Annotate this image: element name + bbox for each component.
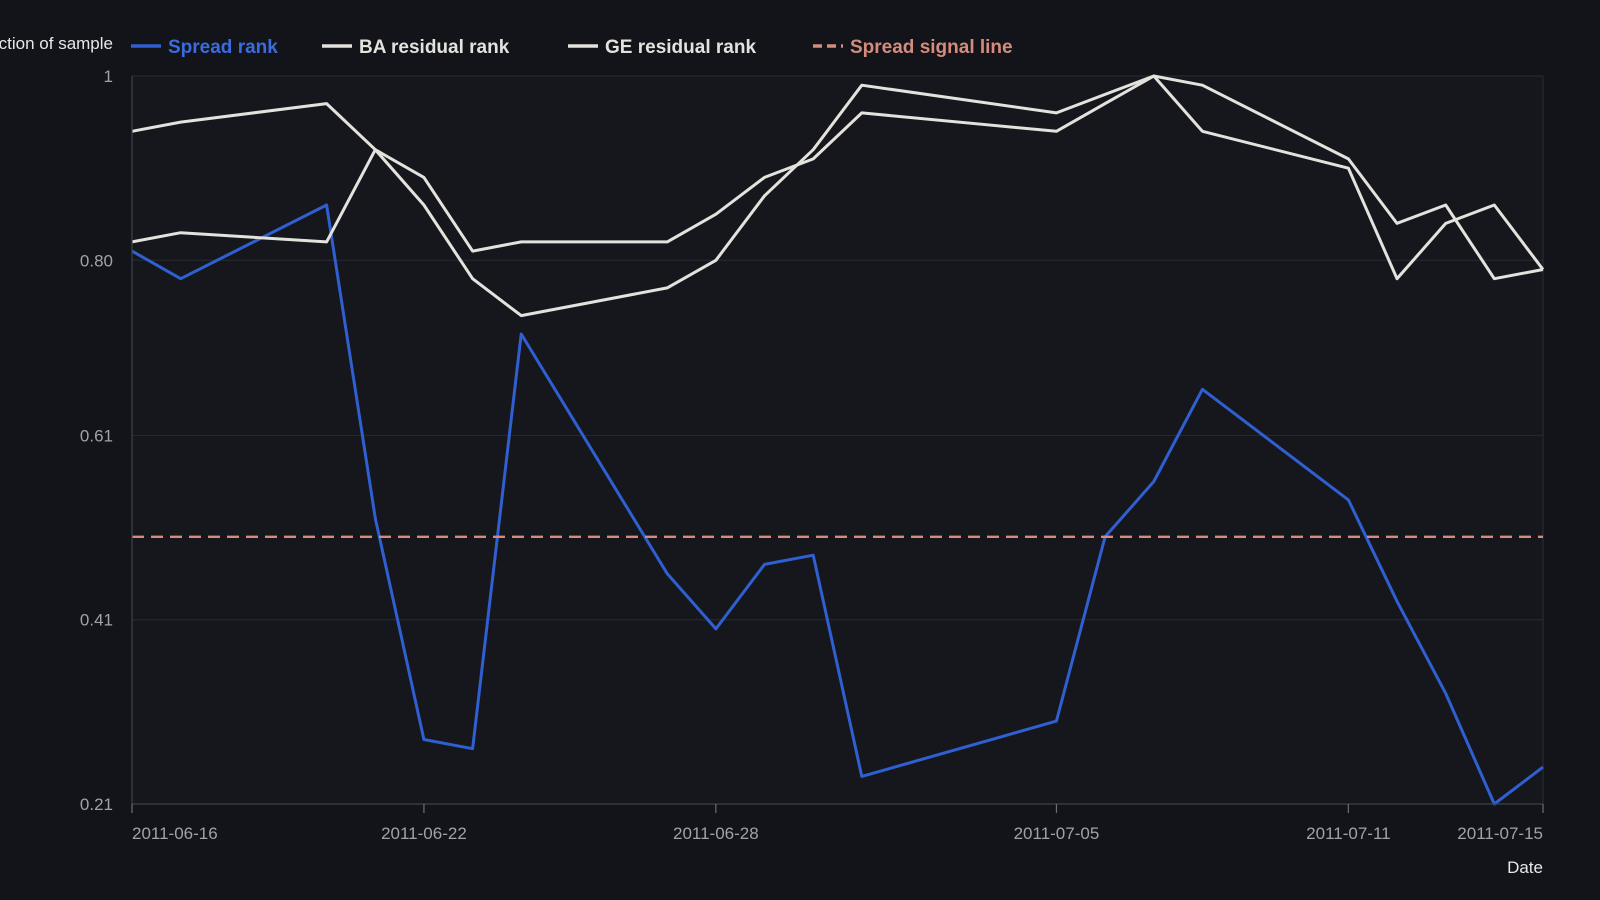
y-axis-label: Fraction of sample <box>0 34 113 53</box>
x-tick-label: 2011-07-05 <box>1014 824 1100 843</box>
legend-label: Spread rank <box>168 37 278 58</box>
series-lines <box>131 74 1545 806</box>
x-tick-label: 2011-06-28 <box>673 824 759 843</box>
grid <box>132 75 1544 804</box>
legend-item[interactable]: Spread rank <box>131 37 278 58</box>
spread-rank-line <box>131 203 1544 806</box>
legend-label: BA residual rank <box>359 37 510 58</box>
x-axis-label: Date <box>1507 858 1543 877</box>
legend-item[interactable]: BA residual rank <box>322 37 510 58</box>
legend[interactable]: Spread rank BA residual rank GE residual r… <box>131 37 1013 58</box>
x-tick-label: 2011-07-15 <box>1457 824 1543 843</box>
ge-residual-rank-line <box>131 74 1544 281</box>
y-tick-label: 0.21 <box>80 795 113 814</box>
y-tick-label: 0.61 <box>80 426 113 445</box>
legend-item[interactable]: GE residual rank <box>568 37 756 58</box>
y-tick-label: 0.41 <box>80 611 113 630</box>
axes: 0.21 0.41 0.61 0.80 1 2011-06-16 2011-06-22 201… <box>80 67 1544 843</box>
plot-area <box>132 76 1543 804</box>
x-tick-label: 2011-06-22 <box>381 824 467 843</box>
legend-item[interactable]: Spread signal line <box>813 37 1013 58</box>
x-tick-label: 2011-07-11 <box>1306 824 1390 843</box>
legend-label: Spread signal line <box>850 37 1013 58</box>
y-tick-label: 0.80 <box>80 251 113 270</box>
ba-residual-rank-line <box>131 74 1545 318</box>
y-tick-label: 1 <box>104 67 113 86</box>
legend-label: GE residual rank <box>605 37 756 58</box>
x-tick-label: 2011-06-16 <box>132 824 218 843</box>
